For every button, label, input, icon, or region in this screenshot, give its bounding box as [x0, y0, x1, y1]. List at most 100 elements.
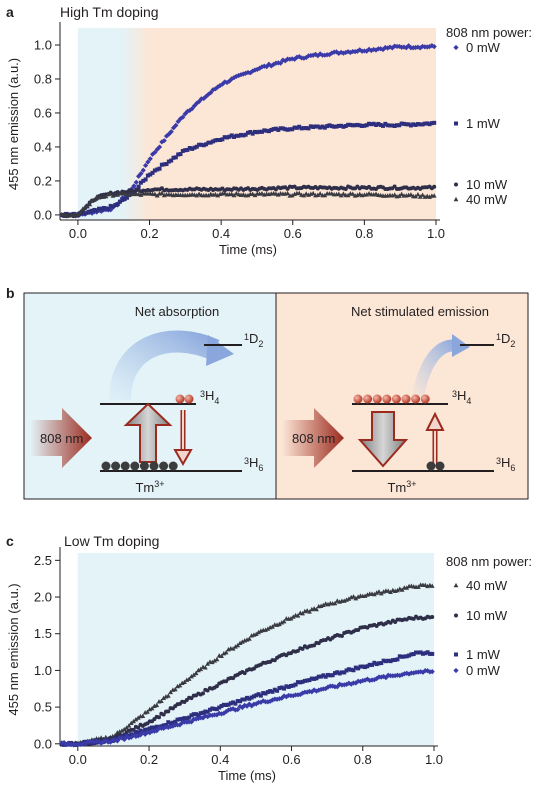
data-point	[159, 190, 165, 196]
data-point	[244, 703, 250, 709]
data-point	[360, 124, 365, 129]
data-point	[101, 205, 106, 210]
data-point	[418, 122, 423, 127]
data-point	[203, 709, 208, 714]
data-point	[173, 122, 179, 128]
chart-a-title: High Tm doping	[60, 4, 159, 20]
data-point	[235, 699, 240, 704]
data-point	[121, 726, 127, 732]
data-point	[152, 168, 157, 173]
data-point	[385, 672, 391, 678]
data-point	[273, 126, 278, 131]
data-point	[294, 125, 299, 130]
data-point	[246, 636, 252, 641]
data-point	[404, 585, 410, 590]
data-point	[272, 687, 277, 692]
data-point	[235, 642, 241, 648]
data-point	[209, 659, 215, 665]
data-point	[230, 646, 236, 651]
data-point	[383, 659, 388, 664]
data-point	[215, 138, 220, 143]
data-point	[305, 678, 310, 683]
data-point	[290, 614, 296, 619]
data-point	[350, 123, 355, 128]
data-point	[279, 620, 285, 625]
legend-item: 40 mW	[453, 192, 508, 207]
data-point	[128, 720, 134, 726]
data-point	[91, 197, 97, 202]
data-point	[124, 195, 129, 200]
data-point	[87, 201, 93, 207]
data-point	[108, 203, 113, 208]
y-tick-label: 0.5	[34, 700, 52, 715]
data-point	[209, 712, 215, 718]
legend-marker	[454, 613, 458, 618]
data-point	[357, 123, 362, 128]
data-point	[315, 124, 320, 129]
data-point	[115, 192, 121, 197]
data-point	[233, 644, 238, 649]
data-point	[328, 673, 333, 678]
data-point	[264, 64, 270, 70]
data-point	[408, 123, 413, 128]
data-point	[424, 668, 431, 674]
y-tick-label: 0.2	[34, 173, 52, 188]
data-point	[307, 609, 312, 614]
data-point	[374, 662, 379, 667]
data-point	[320, 124, 325, 129]
data-point	[183, 148, 188, 153]
data-point	[395, 657, 400, 662]
data-point	[208, 140, 213, 145]
data-point	[200, 715, 206, 721]
left-title: Net absorption	[135, 304, 220, 319]
data-point	[133, 179, 139, 185]
data-point	[358, 664, 363, 669]
data-point	[335, 670, 340, 675]
legend-label: 0 mW	[466, 40, 501, 55]
data-point	[341, 682, 347, 688]
x-tick-label: 0.2	[140, 226, 158, 241]
data-point	[136, 184, 141, 189]
data-point	[158, 698, 164, 703]
data-point	[212, 658, 217, 663]
data-point	[119, 735, 125, 741]
data-point	[196, 713, 201, 718]
data-point	[341, 124, 346, 129]
data-point	[150, 725, 155, 730]
data-point	[231, 75, 237, 81]
data-point	[238, 699, 243, 704]
data-point	[411, 670, 417, 676]
data-point	[242, 697, 247, 702]
data-point	[332, 600, 338, 606]
y-tick-label: 0.4	[34, 139, 52, 154]
data-point	[364, 48, 370, 54]
data-point	[297, 124, 302, 129]
data-point	[329, 50, 335, 56]
data-point	[155, 167, 160, 172]
data-point	[412, 44, 419, 51]
right-ion-excited	[372, 394, 382, 404]
data-point	[194, 192, 200, 198]
data-point	[322, 192, 328, 198]
data-point	[218, 137, 223, 142]
data-point	[161, 712, 166, 717]
data-point	[420, 192, 425, 197]
x-tick-label: 1.0	[427, 226, 445, 241]
legend-label: 1 mW	[466, 116, 501, 131]
data-point	[397, 123, 402, 128]
data-point	[374, 676, 380, 682]
x-tick-label: 1.0	[425, 752, 443, 767]
right-ion-excited	[401, 394, 411, 404]
legend-marker	[453, 196, 459, 202]
data-point	[252, 67, 258, 73]
data-point	[281, 618, 287, 624]
data-point	[187, 715, 192, 720]
right-title: Net stimulated emission	[351, 304, 489, 319]
data-point	[290, 127, 295, 132]
data-point	[418, 650, 423, 655]
data-point	[178, 152, 183, 157]
x-axis-label: Time (ms)	[219, 242, 277, 257]
data-point	[249, 703, 255, 709]
data-point	[251, 694, 256, 699]
data-point	[225, 707, 232, 713]
